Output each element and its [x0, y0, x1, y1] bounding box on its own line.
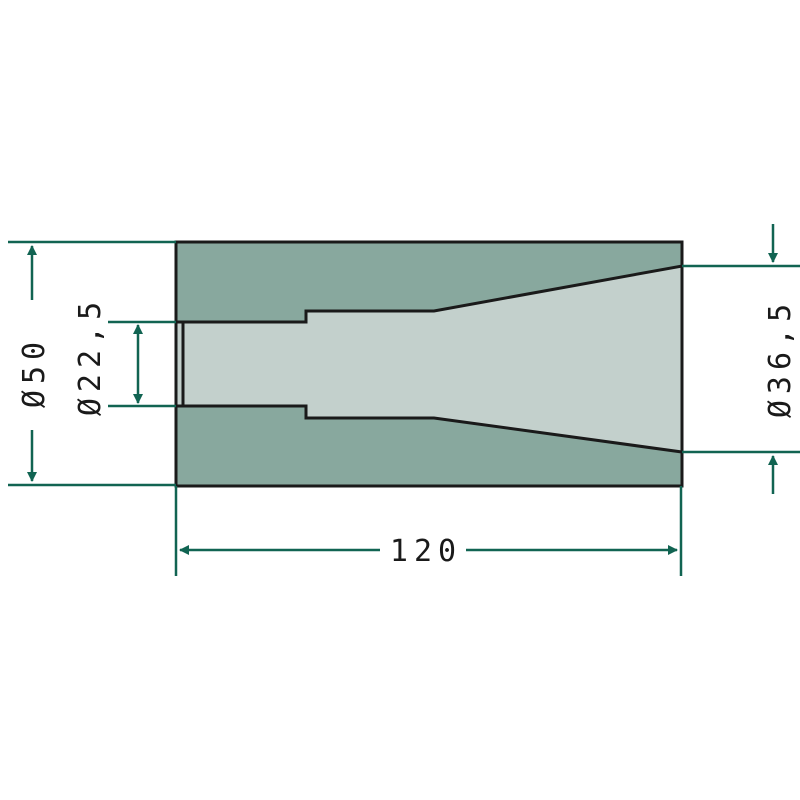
cone-exit-diameter-label: Ø36,5 [763, 298, 798, 418]
overall-length-dimension: 120 [174, 486, 683, 576]
outer-diameter-label: Ø50 [17, 336, 52, 408]
bore-diameter-dimension: Ø22,5 [73, 296, 176, 416]
bore-diameter-label: Ø22,5 [73, 296, 108, 416]
outer-diameter-dimension: Ø50 [8, 240, 176, 487]
overall-length-label: 120 [390, 534, 462, 569]
cone-exit-diameter-dimension: Ø36,5 [682, 224, 800, 494]
